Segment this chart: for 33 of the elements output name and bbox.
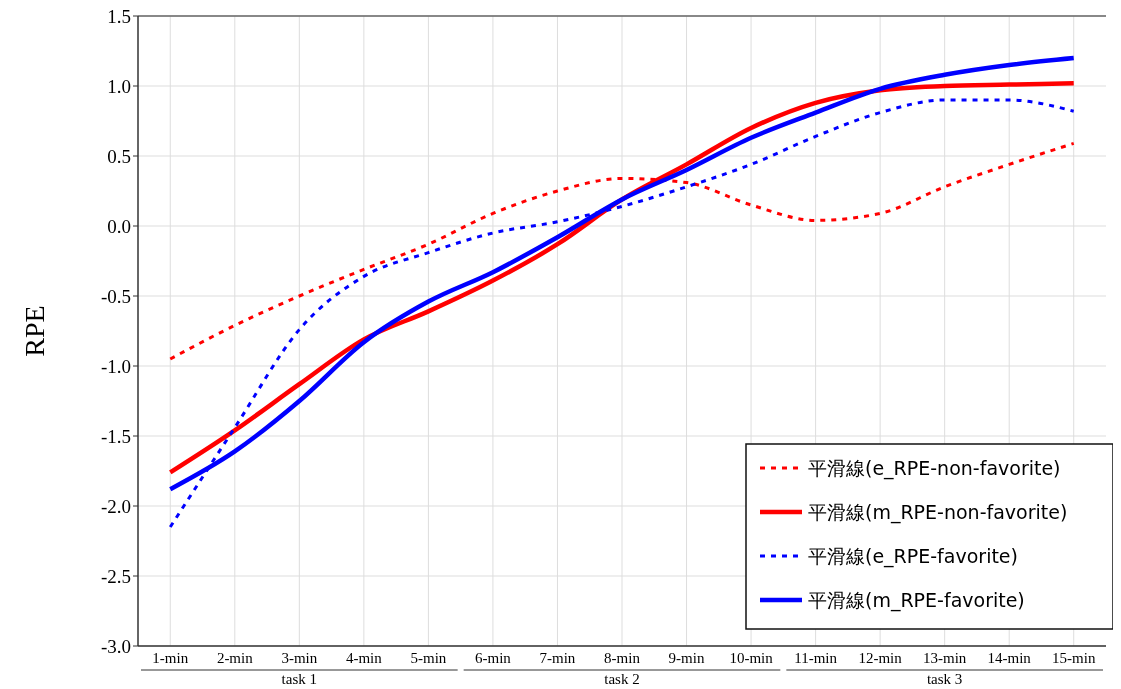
y-tick-label: 0.0 bbox=[107, 215, 131, 237]
text: task 2 bbox=[604, 671, 640, 687]
x-tick-label: 7-min bbox=[539, 650, 576, 666]
y-tick-label: -1.0 bbox=[100, 355, 131, 377]
legend-label: 平滑線(e_RPE-non-favorite) bbox=[808, 456, 1061, 480]
x-tick-label: 9-min bbox=[668, 650, 705, 666]
x-tick-label: 14-min bbox=[987, 650, 1032, 666]
x-tick-label: 3-min bbox=[281, 650, 318, 666]
x-tick-label: 8-min bbox=[604, 650, 641, 666]
x-tick-label: 2-min bbox=[216, 650, 254, 666]
y-tick-label: 1.5 bbox=[107, 5, 131, 27]
x-tick-label: 15-min bbox=[1052, 650, 1096, 666]
text: task 3 bbox=[926, 671, 963, 687]
y-tick-label: 1.0 bbox=[107, 75, 131, 97]
x-tick-label: 10-min bbox=[729, 650, 774, 666]
y-tick-label: -0.5 bbox=[100, 285, 131, 307]
y-tick-label: -1.5 bbox=[100, 425, 131, 447]
legend-label: 平滑線(m_RPE-favorite) bbox=[808, 588, 1025, 612]
y-tick-label: 0.5 bbox=[107, 145, 131, 167]
x-tick-label: 12-min bbox=[858, 650, 903, 666]
y-axis-title: RPE bbox=[19, 305, 50, 357]
x-tick-label: 11-min bbox=[794, 650, 838, 666]
y-tick-label: -3.0 bbox=[100, 635, 131, 657]
y-tick-label: -2.0 bbox=[100, 495, 131, 517]
x-tick-label: 4-min bbox=[345, 650, 383, 666]
text: task 1 bbox=[281, 671, 318, 687]
x-tick-label: 5-min bbox=[410, 650, 447, 666]
legend-label: 平滑線(e_RPE-favorite) bbox=[808, 544, 1018, 568]
x-tick-label: 6-min bbox=[475, 650, 512, 666]
x-tick-label: 1-min bbox=[152, 650, 189, 666]
legend-label: 平滑線(m_RPE-non-favorite) bbox=[808, 500, 1068, 524]
x-tick-label: 13-min bbox=[922, 650, 967, 666]
y-tick-label: -2.5 bbox=[100, 565, 131, 587]
